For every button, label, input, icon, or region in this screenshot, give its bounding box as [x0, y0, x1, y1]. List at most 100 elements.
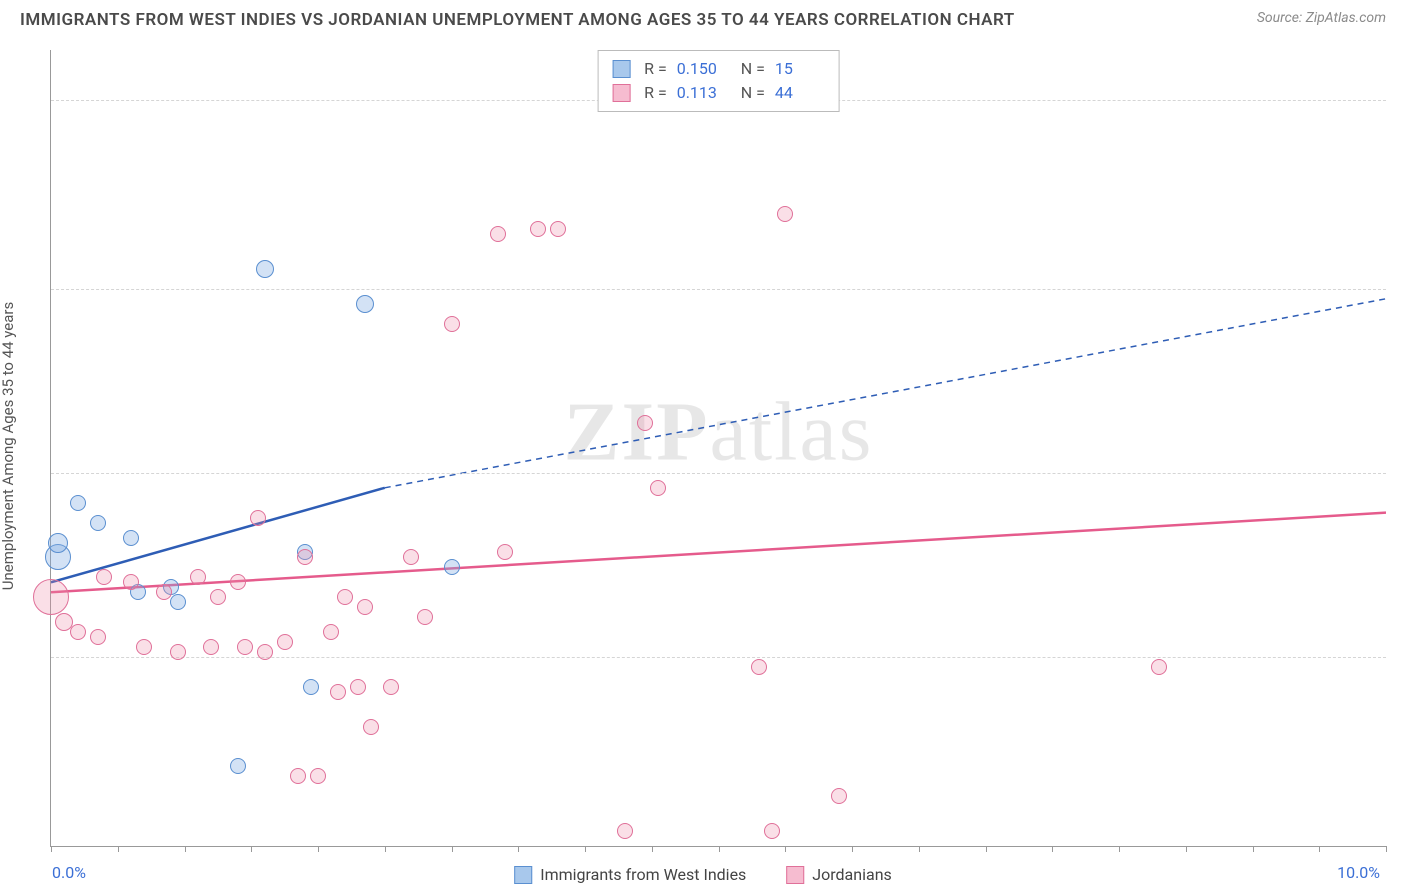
data-point-jordanians [530, 221, 546, 237]
data-point-jordanians [617, 823, 633, 839]
regression-line-west_indies [51, 488, 385, 583]
x-tick-mark [318, 846, 319, 852]
data-point-jordanians [363, 719, 379, 735]
source-value: ZipAtlas.com [1306, 10, 1386, 26]
legend-item-0: Immigrants from West Indies [514, 865, 746, 884]
legend-item-1: Jordanians [786, 865, 891, 884]
gridline [51, 657, 1386, 658]
x-tick-mark [652, 846, 653, 852]
data-point-jordanians [637, 415, 653, 431]
n-label-1: N = [741, 81, 765, 105]
x-tick-mark [118, 846, 119, 852]
y-tick-label: 3.8% [1396, 647, 1406, 666]
data-point-jordanians [323, 624, 339, 640]
data-point-jordanians [123, 574, 139, 590]
x-tick-mark [385, 846, 386, 852]
data-point-jordanians [203, 639, 219, 655]
data-point-jordanians [230, 574, 246, 590]
data-point-jordanians [490, 226, 506, 242]
x-tick-mark [919, 846, 920, 852]
x-tick-mark [785, 846, 786, 852]
n-value-1: 44 [775, 81, 825, 105]
x-tick-mark [852, 846, 853, 852]
chart-header: IMMIGRANTS FROM WEST INDIES VS JORDANIAN… [0, 0, 1406, 36]
data-point-west_indies [303, 679, 319, 695]
legend-bottom-label-1: Jordanians [812, 865, 891, 884]
data-point-west_indies [444, 559, 460, 575]
legend-stats: R = 0.150 N = 15 R = 0.113 N = 44 [597, 50, 840, 112]
chart-plot-area: ZIPatlas R = 0.150 N = 15 R = 0.113 N = … [50, 50, 1386, 847]
data-point-jordanians [237, 639, 253, 655]
r-label-1: R = [644, 81, 667, 105]
data-point-jordanians [337, 589, 353, 605]
x-tick-mark [1186, 846, 1187, 852]
legend-bottom: Immigrants from West Indies Jordanians [514, 865, 892, 884]
gridline [51, 473, 1386, 474]
regression-line-dash-west_indies [385, 299, 1386, 488]
data-point-jordanians [444, 316, 460, 332]
legend-swatch-0 [612, 60, 630, 78]
x-tick-mark [1052, 846, 1053, 852]
data-point-jordanians [357, 599, 373, 615]
data-point-jordanians [403, 549, 419, 565]
data-point-west_indies [123, 530, 139, 546]
x-tick-mark [1386, 846, 1387, 852]
legend-stats-row-1: R = 0.113 N = 44 [612, 81, 825, 105]
data-point-jordanians [350, 679, 366, 695]
data-point-jordanians [1151, 659, 1167, 675]
n-value-0: 15 [775, 57, 825, 81]
data-point-west_indies [170, 594, 186, 610]
r-value-0: 0.150 [677, 57, 727, 81]
data-point-jordanians [210, 589, 226, 605]
chart-title: IMMIGRANTS FROM WEST INDIES VS JORDANIAN… [20, 10, 1015, 30]
legend-swatch-1 [612, 84, 630, 102]
regression-lines [51, 50, 1386, 846]
legend-stats-row-0: R = 0.150 N = 15 [612, 57, 825, 81]
x-tick-mark [585, 846, 586, 852]
y-axis-label: Unemployment Among Ages 35 to 44 years [0, 302, 17, 590]
data-point-jordanians [70, 624, 86, 640]
data-point-jordanians [650, 480, 666, 496]
data-point-west_indies [48, 533, 68, 553]
y-tick-label: 7.5% [1396, 463, 1406, 482]
data-point-west_indies [256, 260, 274, 278]
data-point-west_indies [70, 495, 86, 511]
data-point-west_indies [90, 515, 106, 531]
legend-bottom-label-0: Immigrants from West Indies [540, 865, 746, 884]
x-tick-mark [986, 846, 987, 852]
data-point-jordanians [550, 221, 566, 237]
data-point-jordanians [290, 768, 306, 784]
x-tick-mark [1253, 846, 1254, 852]
data-point-jordanians [277, 634, 293, 650]
x-tick-mark [251, 846, 252, 852]
data-point-west_indies [230, 758, 246, 774]
data-point-jordanians [383, 679, 399, 695]
data-point-jordanians [497, 544, 513, 560]
x-tick-mark [452, 846, 453, 852]
data-point-jordanians [190, 569, 206, 585]
data-point-jordanians [831, 788, 847, 804]
data-point-jordanians [330, 684, 346, 700]
legend-bottom-swatch-0 [514, 866, 532, 884]
data-point-jordanians [136, 639, 152, 655]
legend-bottom-swatch-1 [786, 866, 804, 884]
data-point-jordanians [90, 629, 106, 645]
source-label: Source: [1257, 10, 1302, 26]
n-label-0: N = [741, 57, 765, 81]
watermark-rest: atlas [710, 386, 874, 479]
chart-source: Source: ZipAtlas.com [1257, 10, 1386, 26]
x-tick-mark [1119, 846, 1120, 852]
regression-line-jordanians [51, 513, 1386, 593]
x-tick-mark [185, 846, 186, 852]
watermark-bold: ZIP [564, 386, 710, 479]
data-point-jordanians [310, 768, 326, 784]
data-point-jordanians [777, 206, 793, 222]
r-value-1: 0.113 [677, 81, 727, 105]
data-point-jordanians [751, 659, 767, 675]
data-point-jordanians [156, 584, 172, 600]
data-point-jordanians [417, 609, 433, 625]
x-axis-min-label: 0.0% [52, 863, 86, 882]
data-point-jordanians [96, 569, 112, 585]
x-tick-mark [518, 846, 519, 852]
data-point-jordanians [297, 549, 313, 565]
